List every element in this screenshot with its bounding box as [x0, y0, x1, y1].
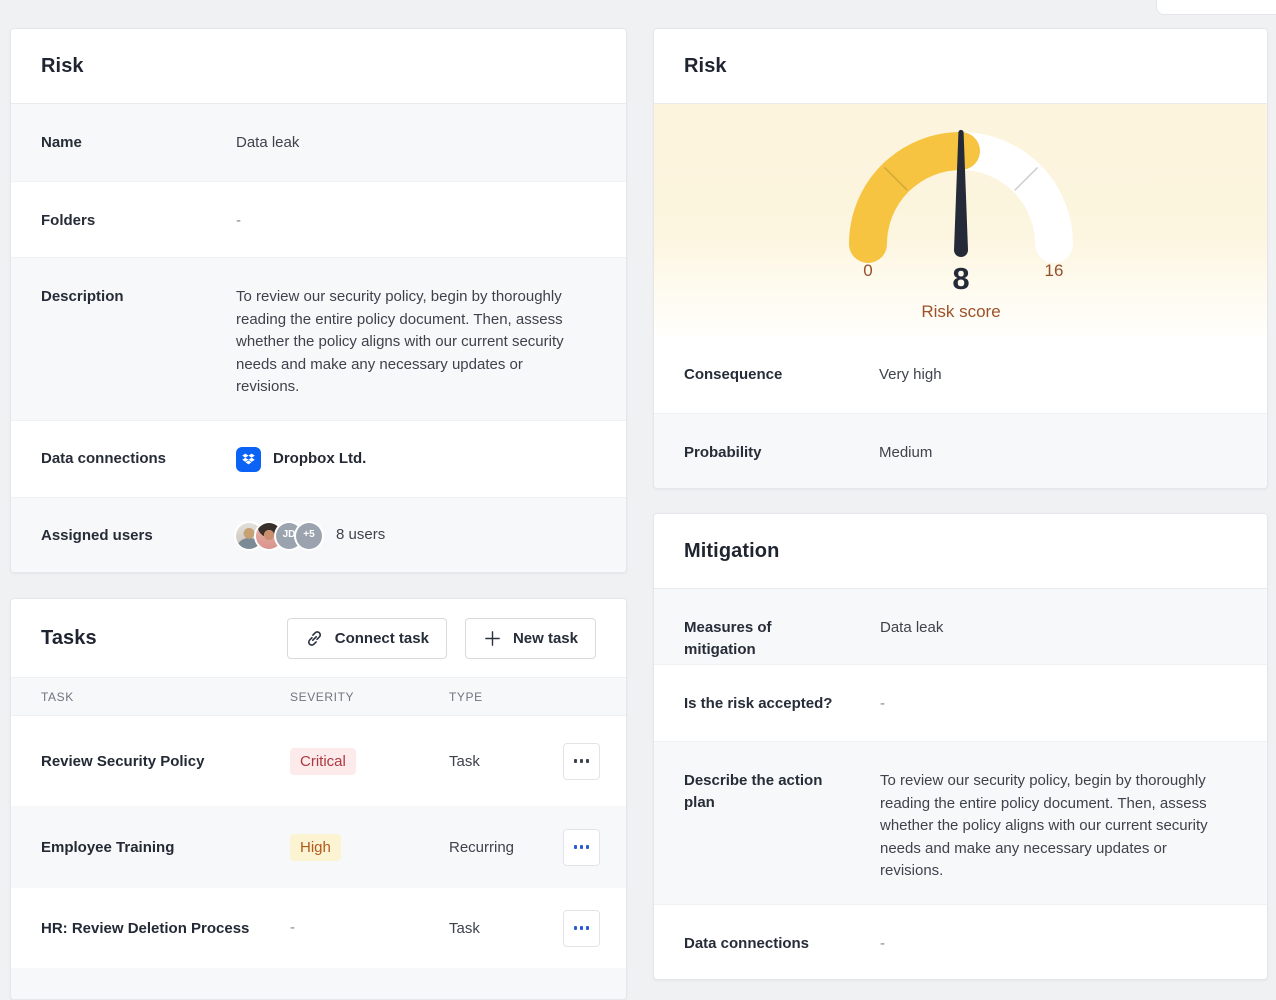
severity-empty: - — [290, 919, 295, 936]
field-row-probability: Probability Medium — [654, 413, 1267, 488]
task-type: Task — [449, 752, 480, 770]
gauge-max-label: 16 — [1044, 261, 1063, 280]
gauge-min-label: 0 — [863, 261, 872, 280]
field-value: Very high — [879, 366, 942, 383]
field-value: - — [880, 695, 885, 712]
field-label: Is the risk accepted? — [684, 695, 833, 712]
column-header-task: TASK — [41, 689, 74, 704]
task-name: HR: Review Deletion Process — [41, 919, 250, 937]
mitigation-card: Mitigation Measures of mitigation Data l… — [653, 513, 1268, 980]
field-label: Description — [41, 288, 124, 305]
severity-badge: High — [290, 833, 341, 861]
ellipsis-icon — [573, 926, 578, 930]
link-icon — [305, 629, 324, 648]
partial-toolbar — [1156, 0, 1276, 15]
gauge-needle — [953, 129, 968, 257]
connect-task-button[interactable]: Connect task — [286, 617, 447, 659]
field-label: Describe the action plan — [684, 772, 823, 811]
field-value: Medium — [879, 444, 933, 461]
connection-name: Dropbox Ltd. — [273, 449, 367, 467]
risk-score-card: Risk 0 16 8 Risk score Consequence Very … — [653, 28, 1268, 489]
ellipsis-icon — [573, 759, 578, 763]
field-label: Folders — [41, 212, 96, 229]
gauge-label: Risk score — [921, 302, 1000, 321]
mitigation-card-title: Mitigation — [684, 539, 780, 562]
field-row-folders: Folders - — [11, 181, 626, 257]
field-label: Data connections — [684, 935, 810, 952]
field-row-data-connections: Data connections Dropbox Ltd. — [11, 420, 626, 497]
task-row[interactable]: Employee Training High Recurring — [11, 806, 626, 888]
plus-icon — [483, 629, 502, 648]
field-label: Data connections — [41, 450, 167, 467]
connect-task-label: Connect task — [334, 629, 429, 647]
tasks-card-title: Tasks — [41, 626, 97, 649]
field-row-name: Name Data leak — [11, 104, 626, 181]
risk-score-gauge: 0 16 8 Risk score — [654, 104, 1267, 336]
risk-score-card-title: Risk — [684, 54, 727, 77]
task-name: Employee Training — [41, 838, 175, 856]
field-row-assigned-users: Assigned users JD +5 8 users — [11, 497, 626, 572]
field-label: Consequence — [684, 366, 783, 383]
field-value: - — [880, 935, 885, 952]
field-value: - — [236, 212, 241, 229]
field-label: Measures of mitigation — [684, 619, 772, 658]
field-label: Assigned users — [41, 526, 153, 544]
task-type: Task — [449, 919, 480, 937]
risk-card-title: Risk — [41, 54, 84, 77]
column-header-type: TYPE — [449, 689, 483, 704]
task-row[interactable]: Review Security Policy Critical Task — [11, 716, 626, 806]
field-label: Name — [41, 134, 82, 151]
field-row-action-plan: Describe the action plan To review our s… — [654, 741, 1267, 904]
field-value: Data leak — [880, 619, 944, 636]
gauge-tick — [883, 166, 908, 191]
task-row[interactable]: HR: Review Deletion Process - Task — [11, 888, 626, 968]
tasks-card: Tasks Connect task New tas — [10, 598, 627, 1000]
field-value: Data leak — [236, 134, 300, 151]
risk-details-card: Risk Name Data leak Folders - Descriptio… — [10, 28, 627, 573]
field-row-measures: Measures of mitigation Data leak — [654, 589, 1267, 664]
field-row-consequence: Consequence Very high — [654, 336, 1267, 413]
severity-badge: Critical — [290, 747, 356, 775]
task-menu-button[interactable] — [563, 909, 600, 947]
field-value: To review our security policy, begin by … — [236, 288, 564, 395]
ellipsis-icon — [573, 845, 578, 849]
field-row-risk-accepted: Is the risk accepted? - — [654, 664, 1267, 741]
dropbox-icon — [236, 446, 261, 472]
gauge-tick — [1013, 166, 1038, 191]
task-menu-button[interactable] — [563, 742, 600, 780]
field-value: To review our security policy, begin by … — [880, 772, 1208, 879]
task-menu-button[interactable] — [563, 828, 600, 866]
new-task-button[interactable]: New task — [464, 617, 596, 659]
task-type: Recurring — [449, 838, 515, 856]
tasks-table-header: TASK SEVERITY TYPE — [11, 677, 626, 716]
gauge-value: 8 — [952, 261, 969, 296]
new-task-label: New task — [512, 629, 578, 647]
task-name: Review Security Policy — [41, 752, 205, 770]
user-avatar-more: +5 — [296, 522, 322, 549]
field-row-description: Description To review our security polic… — [11, 257, 626, 420]
column-header-severity: SEVERITY — [290, 689, 355, 704]
field-label: Probability — [684, 444, 762, 461]
assigned-users-avatars[interactable]: JD +5 — [236, 522, 322, 549]
task-row-partial — [11, 968, 626, 999]
field-row-data-connections: Data connections - — [654, 904, 1267, 979]
dropbox-connection-chip[interactable]: Dropbox Ltd. — [236, 446, 367, 472]
assigned-users-count: 8 users — [336, 526, 386, 544]
